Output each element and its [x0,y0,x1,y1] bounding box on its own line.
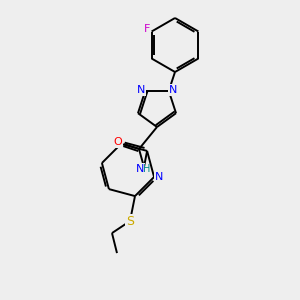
Text: F: F [143,25,150,34]
Text: O: O [114,137,122,147]
Text: N: N [137,85,146,95]
Text: S: S [126,214,134,228]
Text: H: H [143,164,151,174]
Text: N: N [136,164,144,174]
Text: N: N [155,172,163,182]
Text: N: N [169,85,177,95]
